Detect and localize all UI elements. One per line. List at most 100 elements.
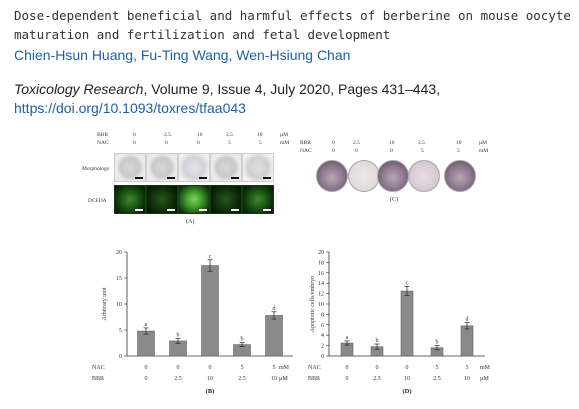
- y-tick-label: 0: [119, 354, 122, 360]
- panel-c-label: (C): [390, 197, 398, 203]
- nac-value-label: 0: [145, 365, 148, 371]
- y-tick-label: 12: [318, 292, 324, 298]
- article-authors: Chien-Hsun Huang, Fu-Ting Wang, Wen-Hsiu…: [14, 47, 351, 63]
- y-axis-label: Apoptotic cells/embryo: [310, 276, 316, 333]
- nac-value-label: 5: [273, 365, 276, 371]
- y-tick-label: 5: [119, 328, 122, 334]
- panel-c-bbr-value: 0: [332, 140, 335, 146]
- nac-row-label: NAC: [308, 365, 321, 371]
- chart-panel-d: 0 2 4 6 8 10 12 14 16 18 20 Apoptotic cells/embryo a…: [308, 250, 491, 395]
- panel-a-row-label-morphology: Morphology: [82, 166, 110, 172]
- bbr-value-label: 10: [207, 376, 213, 382]
- y-tick-label: 15: [116, 276, 122, 282]
- panel-c-bbr-value: 2.5: [418, 140, 425, 146]
- significance-letter: b: [241, 336, 244, 342]
- morphology-image: [210, 153, 242, 182]
- doi-link[interactable]: https://doi.org/10.1093/toxres/tfaa043: [14, 100, 246, 116]
- nac-value-label: 5: [466, 365, 469, 371]
- bbr-row-label: BBR: [308, 376, 320, 382]
- bbr-value-label: 2.5: [238, 376, 246, 382]
- embryo-image: [316, 160, 348, 192]
- panel-c-nac-unit: mM: [479, 148, 489, 154]
- nac-value-label: 5: [436, 365, 439, 371]
- y-tick-label: 0: [321, 354, 324, 360]
- dcfda-image: [178, 185, 210, 214]
- dcfda-image: [146, 185, 178, 214]
- significance-letter: a: [145, 322, 148, 328]
- bbr-value-label: 10: [464, 376, 470, 382]
- panel-a-bbr-value: 10: [257, 132, 263, 138]
- y-tick-label: 18: [318, 260, 324, 266]
- bbr-value-label: 0: [145, 376, 148, 382]
- journal-name: Toxicology Research: [14, 81, 144, 97]
- nac-value-label: 0: [376, 365, 379, 371]
- panel-label: (B): [206, 388, 215, 395]
- bar: [137, 330, 155, 357]
- nac-unit-label: mM: [480, 365, 491, 371]
- panel-c-bbr-value: 2.5: [353, 140, 360, 146]
- panel-c-nac-value: 0: [390, 148, 393, 154]
- bbr-row-label: BBR: [92, 376, 104, 382]
- panel-a-nac-unit: mM: [280, 140, 290, 146]
- panel-a-nac-value: 5: [228, 140, 231, 146]
- bbr-value-label: 10: [271, 376, 277, 382]
- panel-a-nac-value: 0: [165, 140, 168, 146]
- panel-a-nac-value: 0: [133, 140, 136, 146]
- morphology-image: [242, 153, 274, 182]
- chart-panel-b: 0 5 10 15 20 Arbitrary unit a 0 0 b 0 2.5 c 0 10 b 5 2.5 d…: [92, 250, 293, 395]
- dcfda-image: [242, 185, 274, 214]
- morphology-image: [146, 153, 178, 182]
- panel-a-nac-label: NAC: [97, 140, 109, 146]
- panel-a-row-label-dcfda: DCFDA: [88, 198, 107, 204]
- panel-label: (D): [402, 388, 411, 395]
- panel-a-nac-value: 0: [197, 140, 200, 146]
- y-tick-label: 10: [318, 302, 324, 308]
- y-tick-label: 20: [116, 250, 122, 256]
- bbr-value-label: 0: [346, 376, 349, 382]
- dcfda-image: [114, 185, 146, 214]
- y-tick-label: 20: [318, 250, 324, 256]
- nac-value-label: 0: [209, 365, 212, 371]
- panel-c-nac-value: 0: [332, 148, 335, 154]
- y-tick-label: 14: [318, 281, 324, 287]
- nac-row-label: NAC: [92, 365, 105, 371]
- panel-a-bbr-value: 2.5: [164, 132, 171, 138]
- significance-letter: b: [177, 332, 180, 338]
- significance-letter: b: [376, 338, 379, 344]
- embryo-image: [377, 160, 409, 192]
- significance-letter: c: [406, 280, 409, 286]
- panel-c-nac-value: 5: [457, 148, 460, 154]
- nac-value-label: 0: [346, 365, 349, 371]
- bar: [265, 315, 283, 357]
- panel-a-bbr-label: BBR: [97, 132, 109, 138]
- panel-c-nac-value: 5: [421, 148, 424, 154]
- dcfda-image: [210, 185, 242, 214]
- panel-a-nac-value: 5: [259, 140, 262, 146]
- citation-details: , Volume 9, Issue 4, July 2020, Pages 43…: [143, 81, 440, 97]
- panel-c-bbr-value: 10: [389, 140, 395, 146]
- article-title: Dose-dependent beneficial and harmful ef…: [14, 8, 571, 42]
- panel-a-bbr-value: 2.5: [226, 132, 233, 138]
- bar: [201, 265, 219, 357]
- embryo-image: [348, 160, 380, 192]
- panel-c-bbr-unit: µM: [479, 140, 488, 146]
- y-tick-label: 10: [116, 302, 122, 308]
- panel-c-bbr-value: 10: [456, 140, 462, 146]
- nac-value-label: 0: [177, 365, 180, 371]
- bbr-value-label: 10: [404, 376, 410, 382]
- bbr-unit-label: µM: [480, 376, 489, 382]
- significance-letter: b: [436, 340, 439, 346]
- significance-letter: a: [346, 335, 349, 341]
- morphology-image: [114, 153, 146, 182]
- panel-a-bbr-value: 10: [197, 132, 203, 138]
- morphology-image: [178, 153, 210, 182]
- nac-value-label: 0: [406, 365, 409, 371]
- panel-c-nac-label: NAC: [300, 148, 312, 154]
- significance-letter: d: [466, 317, 469, 323]
- panel-c-bbr-label: BBR: [300, 140, 312, 146]
- embryo-image: [408, 160, 440, 192]
- significance-letter: d: [273, 306, 276, 312]
- panel-a-bbr-unit: µM: [280, 132, 289, 138]
- y-tick-label: 8: [321, 312, 324, 318]
- bbr-value-label: 2.5: [433, 376, 441, 382]
